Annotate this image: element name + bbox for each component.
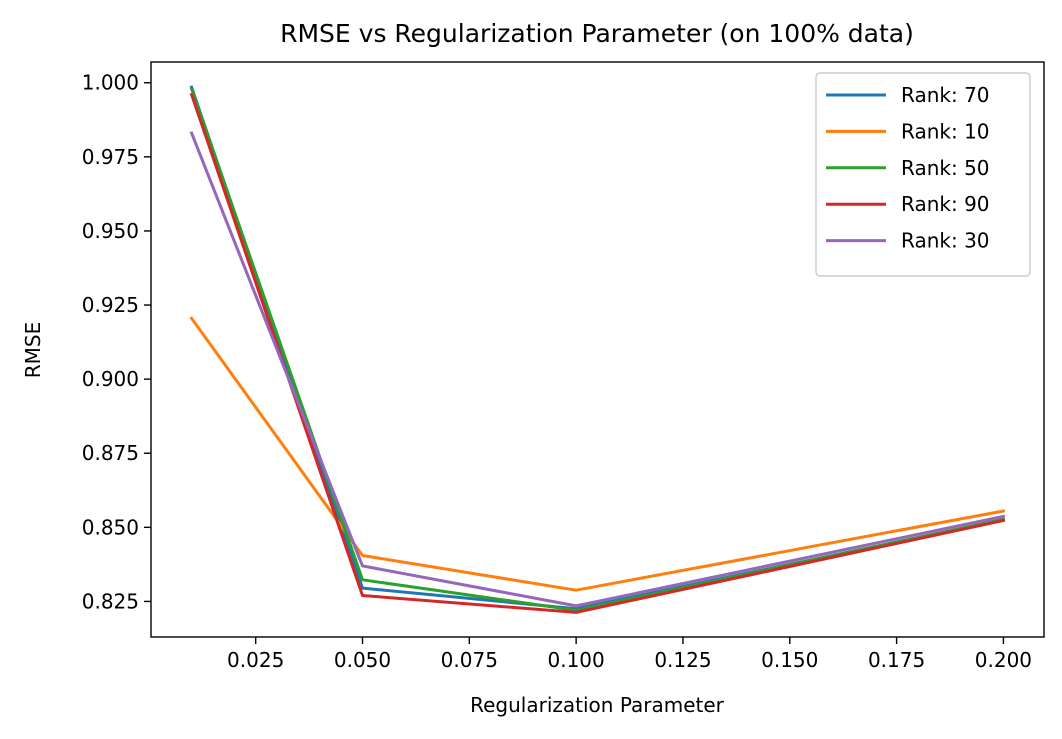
series-lines <box>189 85 1006 614</box>
legend-label: Rank: 50 <box>901 156 990 180</box>
x-tick-label: 0.100 <box>548 648 605 672</box>
legend-label: Rank: 90 <box>901 192 990 216</box>
legend-label: Rank: 70 <box>901 83 990 107</box>
legend-label: Rank: 30 <box>901 229 990 253</box>
series-line-rank-50 <box>189 86 1006 612</box>
y-tick-label: 1.000 <box>82 71 139 95</box>
legend: Rank: 70 Rank: 10 Rank: 50 Rank: 90 Rank: 30 <box>815 72 1031 277</box>
y-tick-label: 0.975 <box>82 145 139 169</box>
x-tick-label: 0.025 <box>227 648 284 672</box>
y-axis-ticks: 0.825 0.850 0.875 0.900 0.925 0.950 0.975 1.000 <box>82 71 151 613</box>
x-axis-ticks: 0.025 0.050 0.075 0.100 0.125 0.150 0.175 0.200 <box>227 637 1032 672</box>
x-tick-label: 0.075 <box>441 648 498 672</box>
x-tick-label: 0.050 <box>334 648 391 672</box>
y-tick-label: 0.950 <box>82 219 139 243</box>
y-tick-label: 0.925 <box>82 293 139 317</box>
plot-frame <box>150 61 1045 638</box>
chart-title: RMSE vs Regularization Parameter (on 100… <box>280 19 914 48</box>
y-tick-label: 0.900 <box>82 367 139 391</box>
x-tick-label: 0.175 <box>868 648 925 672</box>
y-tick-label: 0.825 <box>82 589 139 613</box>
legend-label: Rank: 10 <box>901 119 990 143</box>
y-axis-label: RMSE <box>21 322 45 378</box>
series-line-rank-10 <box>189 316 1006 592</box>
x-axis-label: Regularization Parameter <box>470 693 725 717</box>
y-tick-label: 0.875 <box>82 441 139 465</box>
series-line-rank-30 <box>189 131 1006 608</box>
x-tick-label: 0.125 <box>654 648 711 672</box>
y-tick-label: 0.850 <box>82 515 139 539</box>
x-tick-label: 0.200 <box>975 648 1032 672</box>
legend-frame <box>815 72 1031 277</box>
x-tick-label: 0.150 <box>761 648 818 672</box>
series-line-rank-90 <box>189 92 1006 614</box>
